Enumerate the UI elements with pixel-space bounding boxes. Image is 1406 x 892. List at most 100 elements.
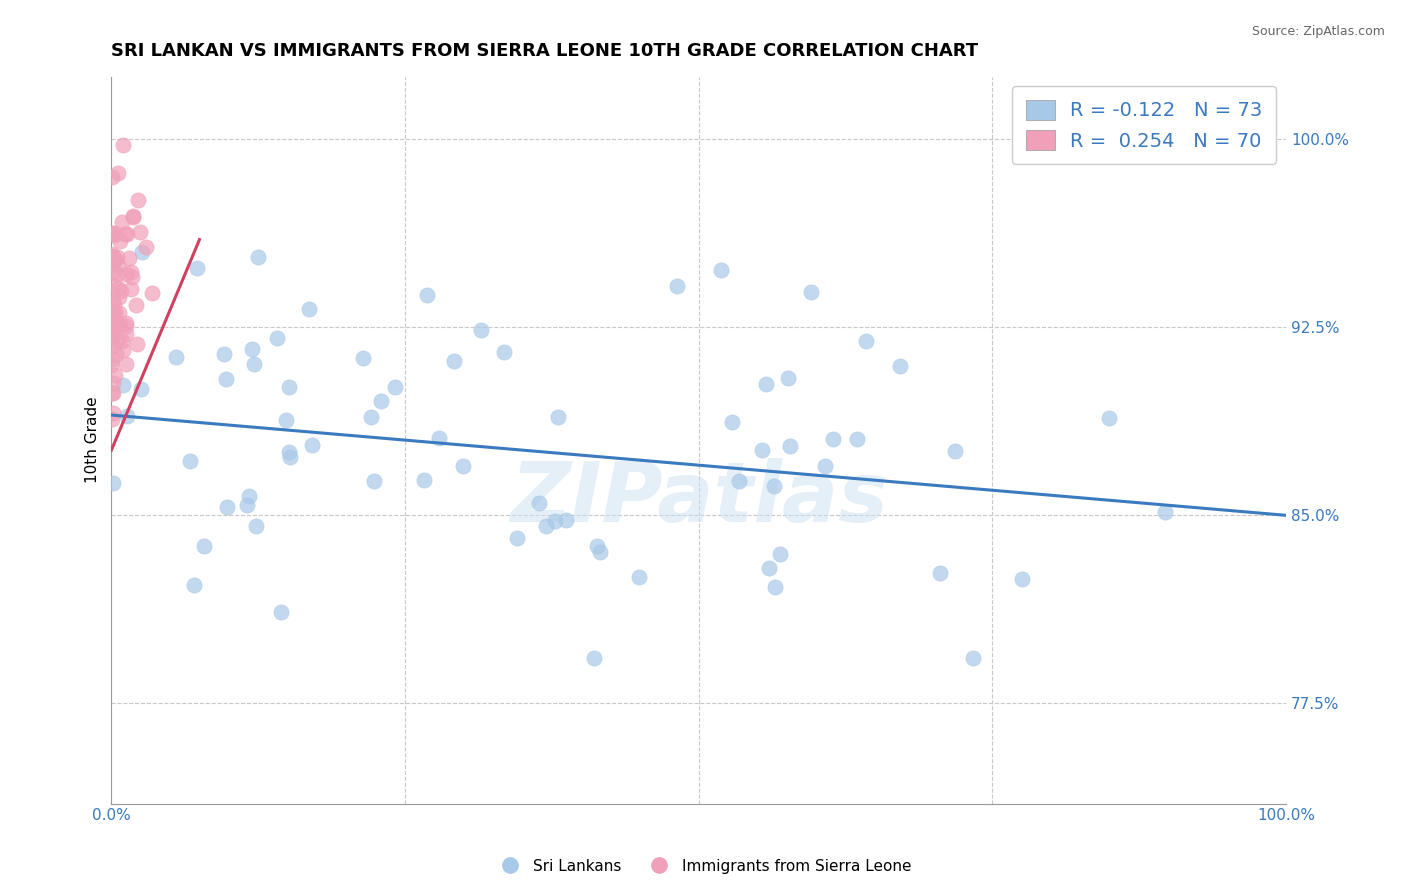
Point <box>112 378 135 392</box>
Legend: R = -0.122   N = 73, R =  0.254   N = 70: R = -0.122 N = 73, R = 0.254 N = 70 <box>1012 87 1277 164</box>
Point <box>277 380 299 394</box>
Point <box>585 539 607 553</box>
Point <box>100 169 122 184</box>
Point <box>112 343 135 357</box>
Point <box>814 458 837 473</box>
Point <box>110 284 132 298</box>
Point <box>103 228 125 243</box>
Point <box>101 386 124 401</box>
Point <box>800 285 823 300</box>
Point <box>889 359 911 373</box>
Point <box>104 253 127 268</box>
Point <box>101 252 124 267</box>
Point <box>111 215 134 229</box>
Point <box>111 334 134 348</box>
Point <box>100 314 122 328</box>
Point <box>370 394 392 409</box>
Point <box>758 561 780 575</box>
Point <box>121 269 143 284</box>
Point <box>529 496 551 510</box>
Point <box>115 227 138 241</box>
Point <box>779 439 801 453</box>
Point <box>101 324 124 338</box>
Point <box>416 288 439 302</box>
Point <box>104 313 127 327</box>
Point <box>129 382 152 396</box>
Point <box>115 327 138 342</box>
Point <box>1154 505 1177 519</box>
Point <box>101 250 124 264</box>
Point <box>929 566 952 580</box>
Point <box>945 443 967 458</box>
Point <box>101 406 124 420</box>
Point <box>855 334 877 348</box>
Point <box>710 262 733 277</box>
Point <box>101 476 124 491</box>
Point <box>103 265 125 279</box>
Point <box>120 265 142 279</box>
Point <box>470 323 492 337</box>
Point <box>270 605 292 619</box>
Y-axis label: 10th Grade: 10th Grade <box>86 397 100 483</box>
Point <box>101 252 124 266</box>
Point <box>129 225 152 239</box>
Point <box>101 412 124 426</box>
Point <box>141 285 163 300</box>
Point <box>108 305 131 319</box>
Point <box>120 282 142 296</box>
Point <box>763 479 786 493</box>
Point <box>751 442 773 457</box>
Point <box>179 454 201 468</box>
Point <box>166 351 188 365</box>
Point <box>115 316 138 330</box>
Point <box>107 259 129 273</box>
Point <box>443 354 465 368</box>
Point <box>352 351 374 365</box>
Point <box>266 331 288 345</box>
Point <box>246 250 269 264</box>
Point <box>104 305 127 319</box>
Point <box>666 279 689 293</box>
Point <box>217 500 239 514</box>
Point <box>104 347 127 361</box>
Point <box>506 531 529 545</box>
Point <box>111 137 134 152</box>
Point <box>301 438 323 452</box>
Point <box>242 357 264 371</box>
Point <box>215 372 238 386</box>
Point <box>212 347 235 361</box>
Point <box>103 249 125 263</box>
Point <box>122 210 145 224</box>
Point <box>554 513 576 527</box>
Text: SRI LANKAN VS IMMIGRANTS FROM SIERRA LEONE 10TH GRADE CORRELATION CHART: SRI LANKAN VS IMMIGRANTS FROM SIERRA LEO… <box>111 42 979 60</box>
Point <box>117 409 139 424</box>
Point <box>131 245 153 260</box>
Point <box>118 252 141 266</box>
Point <box>101 312 124 326</box>
Point <box>278 450 301 465</box>
Point <box>412 473 434 487</box>
Point <box>360 409 382 424</box>
Point <box>103 376 125 390</box>
Point <box>100 330 122 344</box>
Point <box>114 227 136 241</box>
Point <box>115 319 138 334</box>
Point <box>101 247 124 261</box>
Point <box>101 226 124 240</box>
Point <box>544 514 567 528</box>
Point <box>103 227 125 241</box>
Point <box>186 261 208 276</box>
Point <box>122 210 145 224</box>
Point <box>534 519 557 533</box>
Point <box>100 293 122 307</box>
Point <box>583 651 606 665</box>
Point <box>125 336 148 351</box>
Point <box>105 267 128 281</box>
Point <box>105 333 128 347</box>
Point <box>720 415 742 429</box>
Point <box>107 281 129 295</box>
Point <box>100 386 122 401</box>
Point <box>101 339 124 353</box>
Point <box>763 580 786 594</box>
Point <box>728 475 751 489</box>
